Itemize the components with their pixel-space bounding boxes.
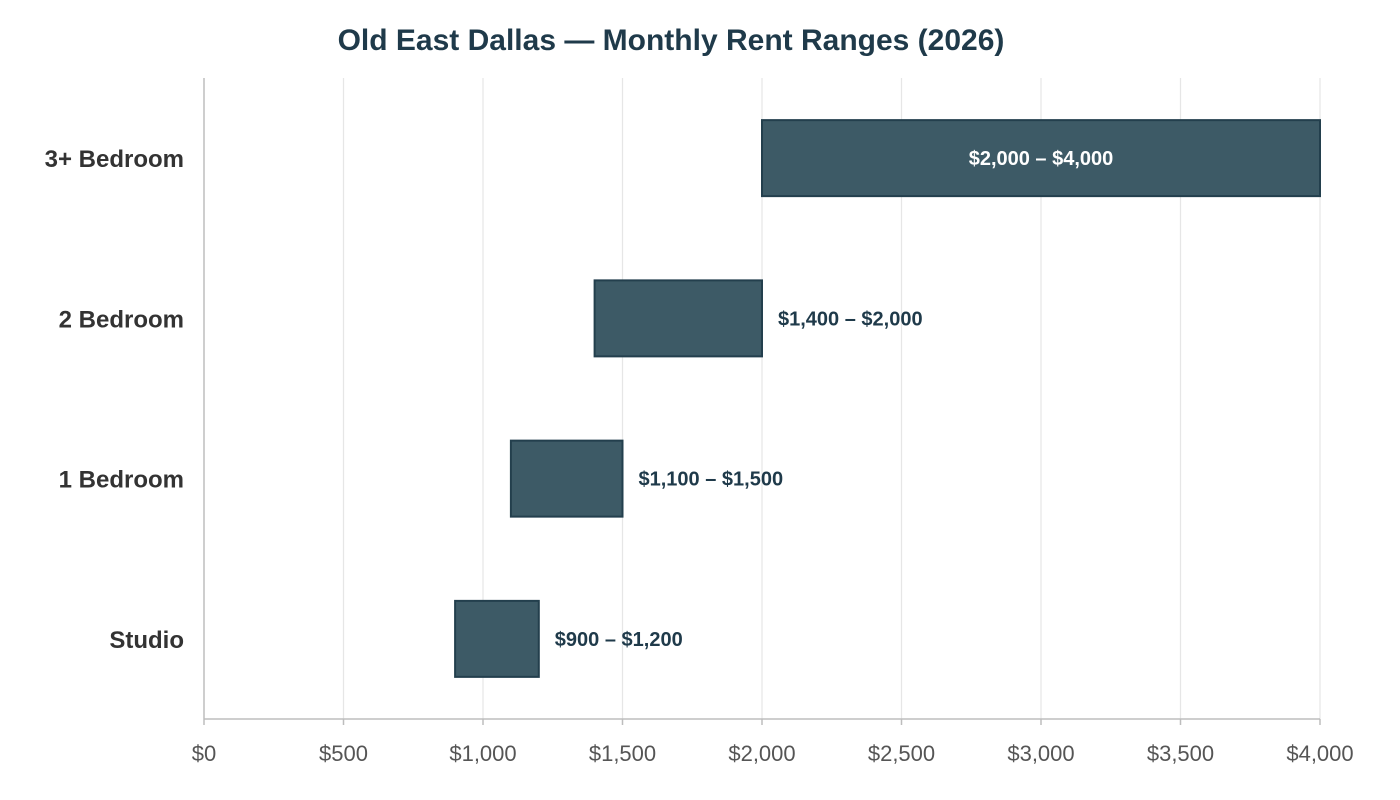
range-bars: [454, 119, 1321, 678]
category-labels: 3+ Bedroom 2 Bedroom 1 Bedroom Studio: [45, 146, 184, 654]
x-tick-label: $2,000: [728, 741, 795, 766]
category-label: 2 Bedroom: [59, 306, 184, 333]
x-tick-label: $0: [192, 741, 216, 766]
range-value-label: $2,000 – $4,000: [969, 148, 1114, 170]
category-label: 3+ Bedroom: [45, 146, 184, 173]
x-tick-label: $1,500: [589, 741, 656, 766]
range-bar: [761, 119, 1321, 198]
range-bar: [454, 599, 540, 678]
x-tick-label: $3,000: [1007, 741, 1074, 766]
range-value-label: $1,100 – $1,500: [639, 469, 784, 491]
x-tick-label: $3,500: [1147, 741, 1214, 766]
data-labels: $2,000 – $4,000 $1,400 – $2,000 $1,100 – $…: [555, 148, 1113, 651]
x-tick-label: $500: [319, 741, 368, 766]
x-tick-labels: $0 $500 $1,000 $1,500 $2,000 $2,500 $3,000 $3,5…: [192, 719, 1354, 766]
category-label: Studio: [109, 627, 184, 654]
x-tick-label: $1,000: [449, 741, 516, 766]
category-label: 1 Bedroom: [59, 467, 184, 494]
range-bar: [593, 279, 763, 358]
range-value-label: $1,400 – $2,000: [778, 308, 923, 330]
range-bar: [509, 439, 624, 518]
x-tick-label: $4,000: [1286, 741, 1353, 766]
chart-title: Old East Dallas — Monthly Rent Ranges (2…: [338, 24, 1005, 57]
range-value-label: $900 – $1,200: [555, 629, 683, 651]
x-tick-label: $2,500: [868, 741, 935, 766]
